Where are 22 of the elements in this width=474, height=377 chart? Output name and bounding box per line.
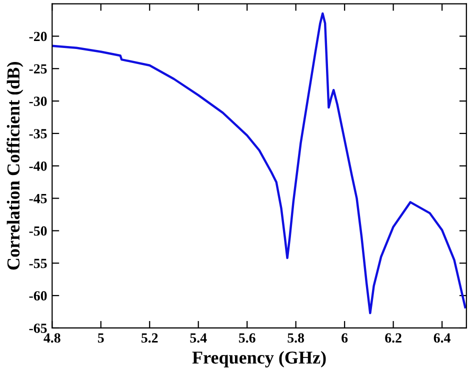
x-tick-label: 5 (98, 333, 104, 343)
y-tick-label: -40 (29, 161, 47, 171)
y-tick-label: -35 (29, 129, 47, 138)
x-tick-label: 5.4 (190, 333, 207, 343)
y-tick-label: -25 (29, 64, 47, 74)
x-tick-label: 6 (342, 333, 348, 343)
x-tick-label: 4.8 (44, 333, 60, 343)
x-tick-label: 6.4 (434, 333, 450, 343)
y-tick-label: -55 (29, 258, 47, 268)
x-tick-label: 5.2 (141, 333, 158, 343)
y-tick-label: -30 (29, 96, 47, 106)
x-tick-label: 6.2 (385, 333, 402, 343)
y-tick-label: -50 (29, 226, 47, 236)
y-tick-label: -45 (29, 194, 47, 204)
y-tick-label: -20 (29, 32, 47, 42)
y-tick-label: -65 (29, 324, 47, 333)
y-axis-title: Correlation Cofficient (dB) (6, 62, 24, 270)
x-tick-label: 5.6 (238, 333, 256, 343)
line-series (52, 12, 466, 314)
x-tick-label: 5.8 (288, 333, 304, 343)
x-axis-title: Frequency (GHz) (192, 351, 326, 368)
y-tick-label: -60 (29, 291, 47, 301)
